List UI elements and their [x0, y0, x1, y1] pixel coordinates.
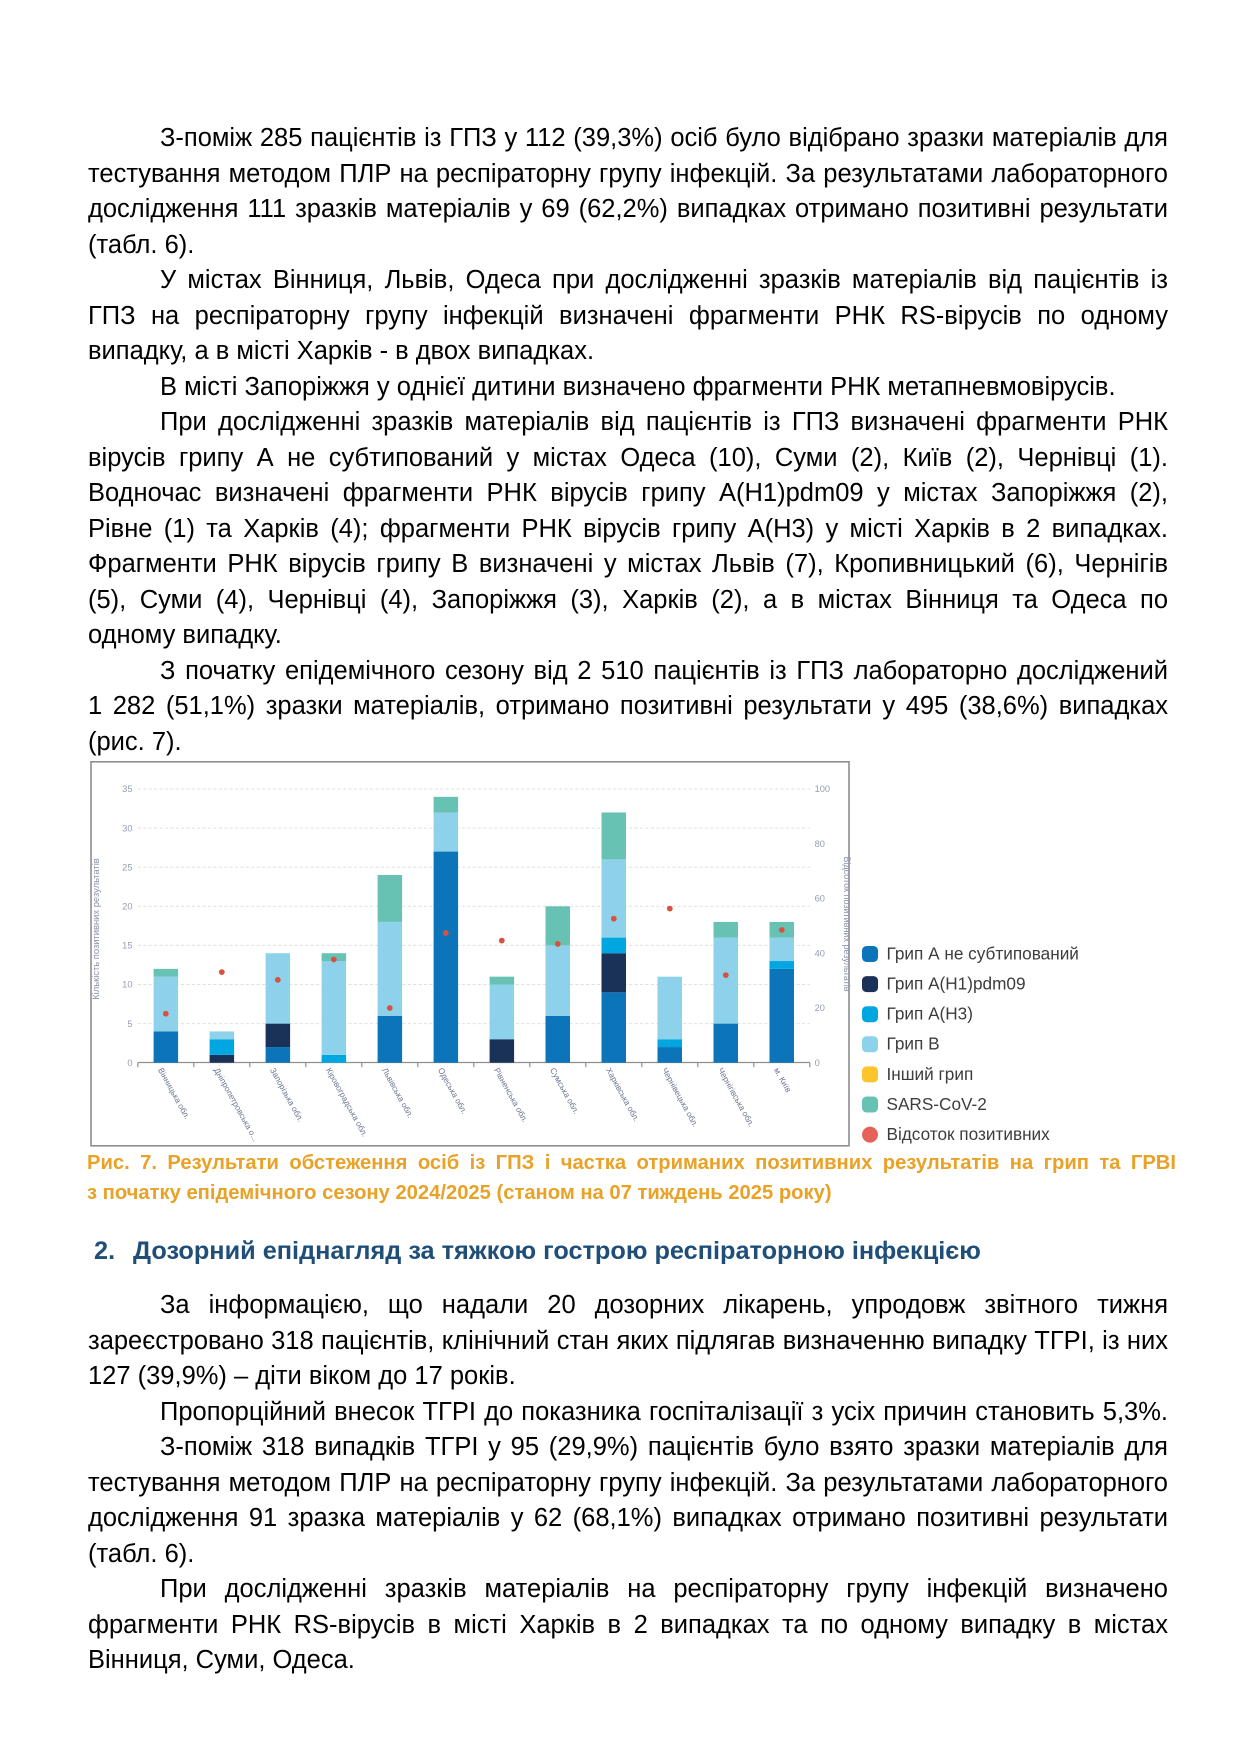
- svg-text:Грип А(H3): Грип А(H3): [887, 1004, 973, 1024]
- svg-text:Відсоток позитивних: Відсоток позитивних: [887, 1124, 1051, 1144]
- svg-text:0: 0: [127, 1058, 132, 1068]
- svg-text:20: 20: [815, 1003, 825, 1013]
- svg-text:Грип А не субтипований: Грип А не субтипований: [887, 943, 1079, 963]
- svg-text:60: 60: [815, 894, 825, 904]
- svg-text:Відсоток позитивних результаті: Відсоток позитивних результатів: [842, 856, 852, 991]
- svg-text:30: 30: [122, 823, 132, 833]
- svg-text:10: 10: [122, 980, 132, 990]
- svg-text:5: 5: [127, 1019, 132, 1029]
- svg-text:0: 0: [815, 1058, 820, 1068]
- svg-text:SARS-CoV-2: SARS-CoV-2: [887, 1094, 987, 1114]
- svg-text:35: 35: [122, 784, 132, 794]
- svg-text:Грип А(H1)pdm09: Грип А(H1)pdm09: [887, 974, 1026, 994]
- svg-text:40: 40: [815, 948, 825, 958]
- svg-text:Кількість позитивних результат: Кількість позитивних результатів: [90, 858, 101, 1000]
- svg-text:Грип В: Грип В: [887, 1034, 940, 1054]
- svg-text:100: 100: [815, 784, 831, 794]
- svg-text:25: 25: [122, 862, 132, 872]
- svg-text:80: 80: [815, 839, 825, 849]
- svg-text:Інший грип: Інший грип: [887, 1064, 974, 1084]
- svg-text:15: 15: [122, 941, 132, 951]
- svg-text:20: 20: [122, 902, 132, 912]
